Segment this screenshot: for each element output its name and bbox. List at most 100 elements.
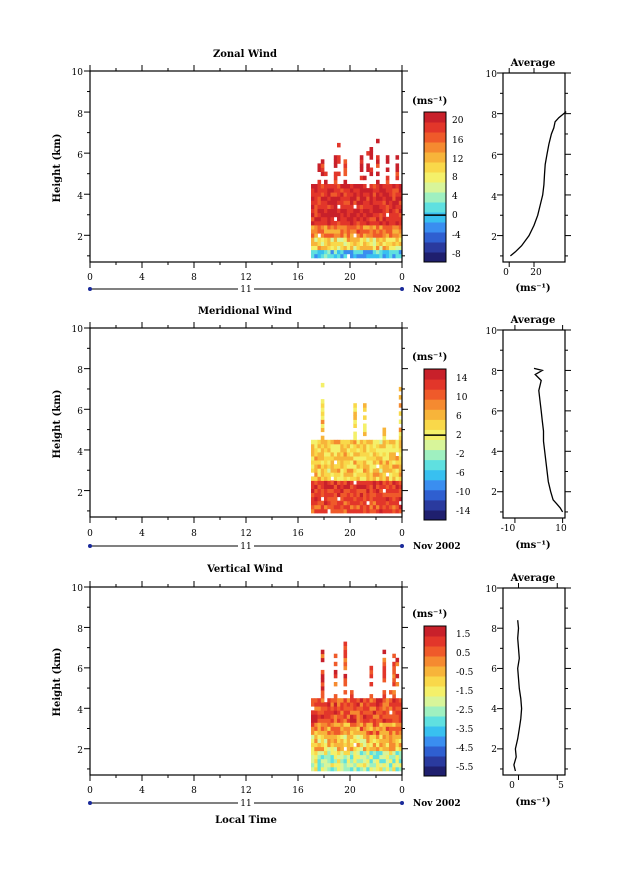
zonal-ytick-10: 10 — [72, 68, 84, 78]
heatmap-cell — [340, 484, 344, 489]
heatmap-cell — [389, 188, 393, 193]
heatmap-cell — [395, 488, 400, 493]
heatmap-cell — [314, 472, 318, 477]
heatmap-cell — [372, 249, 377, 255]
heatmap-cell — [395, 447, 400, 453]
heatmap-cell — [376, 730, 380, 735]
heatmap-cell — [340, 726, 344, 731]
heatmap-cell — [382, 245, 387, 251]
heatmap-cell — [359, 204, 364, 209]
heatmap-cell — [353, 192, 357, 197]
meridional-date-label: Nov 2002 — [413, 542, 461, 552]
heatmap-cell — [398, 447, 403, 453]
zonal-profile-ytick-6: 6 — [491, 152, 497, 162]
heatmap-cell — [363, 233, 367, 238]
heatmap-cell — [392, 508, 396, 514]
heatmap-cell — [330, 225, 335, 230]
heatmap-cell — [311, 452, 315, 457]
heatmap-cell — [337, 237, 341, 242]
heatmap-cell — [320, 188, 325, 193]
heatmap-cell — [359, 734, 364, 739]
heatmap-cell — [385, 241, 390, 246]
meridional-ytick-4: 4 — [77, 448, 83, 458]
heatmap-cell — [317, 439, 322, 445]
zonal-xtick-12: 12 — [240, 273, 251, 283]
heatmap-cell — [343, 456, 348, 461]
heatmap-cell — [395, 216, 400, 222]
heatmap-cell — [350, 766, 354, 772]
heatmap-cell — [389, 714, 393, 719]
heatmap-cell — [324, 746, 328, 752]
heatmap-cell — [356, 480, 361, 485]
heatmap-cell — [333, 171, 338, 177]
heatmap-cell — [363, 758, 367, 764]
heatmap-cell — [314, 766, 318, 772]
heatmap-cell — [317, 702, 322, 707]
heatmap-cell — [324, 229, 328, 234]
heatmap-cell — [343, 163, 348, 168]
heatmap-cell — [376, 212, 380, 218]
heatmap-cell — [359, 710, 364, 715]
heatmap-cell — [372, 216, 377, 222]
colorbar-swatch — [424, 152, 446, 163]
vertical-profile-xlabel: (ms⁻¹) — [515, 797, 550, 808]
heatmap-cell — [369, 508, 374, 514]
heatmap-cell — [350, 241, 354, 246]
heatmap-cell — [363, 220, 367, 226]
heatmap-cell — [333, 673, 338, 679]
heatmap-cell — [376, 500, 380, 506]
heatmap-cell — [366, 750, 370, 756]
heatmap-cell — [346, 233, 351, 238]
heatmap-cell — [379, 488, 383, 493]
heatmap-cell — [395, 710, 400, 715]
heatmap-cell — [376, 138, 380, 144]
heatmap-cell — [324, 508, 328, 514]
heatmap-cell — [343, 673, 348, 679]
heatmap-cell — [317, 237, 322, 242]
heatmap-cell — [379, 492, 383, 498]
heatmap-cell — [389, 443, 393, 449]
heatmap-cell — [363, 184, 367, 189]
heatmap-cell — [356, 184, 361, 189]
heatmap-cell — [333, 734, 338, 739]
heatmap-cell — [379, 216, 383, 222]
heatmap-cell — [359, 229, 364, 234]
colorbar-swatch — [424, 469, 446, 481]
heatmap-cell — [330, 762, 335, 768]
heatmap-cell — [327, 196, 331, 201]
heatmap-cell — [369, 694, 374, 699]
heatmap-cell — [346, 192, 351, 197]
heatmap-cell — [350, 762, 354, 768]
heatmap-cell — [395, 762, 400, 768]
meridional-profile-ytick-10: 10 — [486, 327, 498, 337]
heatmap-cell — [359, 718, 364, 723]
vertical-wind-panel: Vertical Wind Height (km) 10 8 6 4 2 0 4… — [52, 564, 571, 826]
heatmap-cell — [363, 488, 367, 493]
heatmap-cell — [350, 504, 354, 510]
heatmap-cell — [346, 200, 351, 205]
heatmap-cell — [343, 726, 348, 731]
heatmap-cell — [382, 480, 387, 485]
heatmap-cell — [395, 496, 400, 502]
heatmap-cell — [372, 237, 377, 242]
heatmap-cell — [398, 184, 403, 189]
heatmap-cell — [343, 766, 348, 772]
heatmap-cell — [369, 673, 374, 679]
heatmap-cell — [324, 714, 328, 719]
zonal-profile-axes — [497, 68, 571, 267]
heatmap-cell — [392, 188, 396, 193]
heatmap-cell — [327, 480, 331, 485]
heatmap-cell — [379, 464, 383, 469]
heatmap-cell — [382, 447, 387, 453]
heatmap-cell — [363, 460, 367, 465]
zonal-profile-ytick-10: 10 — [486, 70, 498, 80]
heatmap-cell — [333, 249, 338, 255]
heatmap-cell — [385, 480, 390, 485]
heatmap-cell — [389, 184, 393, 189]
heatmap-cell — [327, 237, 331, 242]
heatmap-cell — [398, 200, 403, 205]
heatmap-cell — [385, 439, 390, 445]
zonal-profile-ytick-2: 2 — [491, 233, 497, 243]
meridional-profile-axes — [497, 325, 571, 523]
heatmap-cell — [363, 452, 367, 457]
